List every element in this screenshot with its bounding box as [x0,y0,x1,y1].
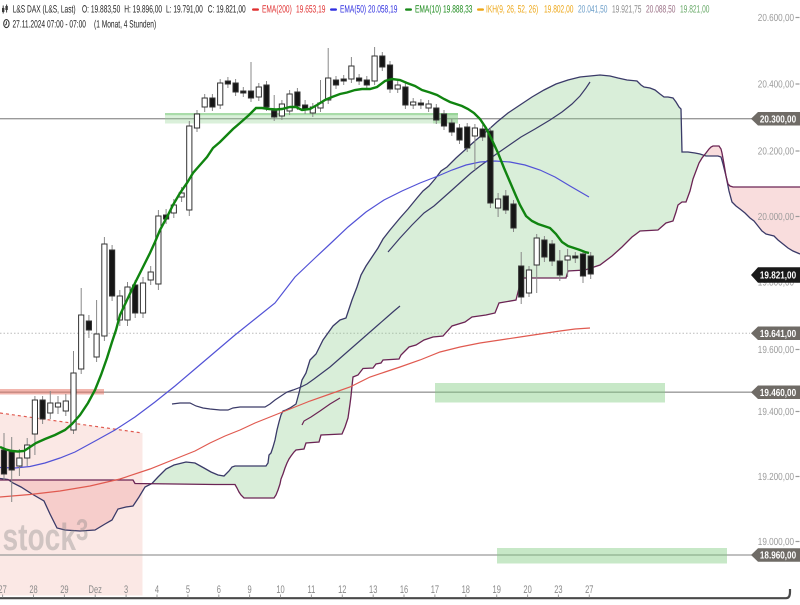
svg-text:stock3: stock3 [3,514,89,559]
svg-text:5: 5 [186,584,190,596]
svg-text:C: 19.821,00: C: 19.821,00 [208,3,246,15]
svg-text:19.821,00: 19.821,00 [760,271,796,282]
svg-text:IKH(9, 26, 52, 26): IKH(9, 26, 52, 26) [486,3,538,15]
svg-text:19.921,75: 19.921,75 [612,3,642,15]
svg-text:19.821,00: 19.821,00 [680,3,710,15]
svg-text:19.641,00: 19.641,00 [760,329,796,340]
svg-text:20.400,00: 20.400,00 [758,80,794,91]
svg-text:23: 23 [554,584,562,596]
svg-text:20.600,00: 20.600,00 [758,13,794,24]
svg-text:20.088,50: 20.088,50 [646,3,676,15]
svg-text:29: 29 [60,584,68,596]
svg-text:19.653,19: 19.653,19 [296,3,326,15]
svg-text:27.11.2024 07:00 - 07:00: 27.11.2024 07:00 - 07:00 [13,19,87,31]
svg-text:18.960,00: 18.960,00 [760,551,796,562]
svg-text:13: 13 [369,584,377,596]
svg-text:28: 28 [29,584,37,596]
svg-text:EMA(10): EMA(10) [415,3,441,15]
svg-text:H: 19.896,00: H: 19.896,00 [124,3,162,15]
svg-text:19.200,00: 19.200,00 [758,472,794,483]
svg-text:20: 20 [523,584,531,596]
svg-text:(1 Monat, 4 Stunden): (1 Monat, 4 Stunden) [94,19,156,31]
svg-text:11: 11 [308,584,316,596]
svg-text:17: 17 [431,584,439,596]
svg-text:19.400,00: 19.400,00 [758,407,794,418]
svg-text:EMA(200): EMA(200) [262,3,292,15]
svg-text:3: 3 [124,584,128,596]
svg-text:EMA(50): EMA(50) [340,3,366,15]
svg-text:19.802,00: 19.802,00 [544,3,574,15]
svg-text:6: 6 [217,584,221,596]
svg-text:18: 18 [462,584,470,596]
svg-text:4: 4 [155,584,159,596]
svg-text:10: 10 [276,584,284,596]
svg-text:L&S DAX (L&S, Last): L&S DAX (L&S, Last) [13,3,76,15]
svg-text:19.460,00: 19.460,00 [760,388,796,399]
svg-text:16: 16 [400,584,408,596]
svg-text:20.041,50: 20.041,50 [578,3,608,15]
svg-text:Dez: Dez [89,584,102,596]
svg-text:19.600,00: 19.600,00 [758,345,794,356]
svg-text:12: 12 [338,584,346,596]
svg-text:19.800,00: 19.800,00 [758,278,794,289]
svg-text:19.000,00: 19.000,00 [758,537,794,548]
svg-text:9: 9 [248,584,252,596]
svg-text:O: 19.883,50: O: 19.883,50 [82,3,120,15]
svg-text:19: 19 [493,584,501,596]
svg-text:L: 19.791,00: L: 19.791,00 [166,3,203,15]
svg-text:27: 27 [0,584,7,596]
svg-text:27: 27 [585,584,593,596]
svg-text:20.000,00: 20.000,00 [758,212,794,223]
svg-text:20.200,00: 20.200,00 [758,147,794,158]
svg-text:19.888,33: 19.888,33 [443,3,473,15]
svg-text:20.300,00: 20.300,00 [760,114,796,125]
svg-text:20.058,19: 20.058,19 [368,3,398,15]
